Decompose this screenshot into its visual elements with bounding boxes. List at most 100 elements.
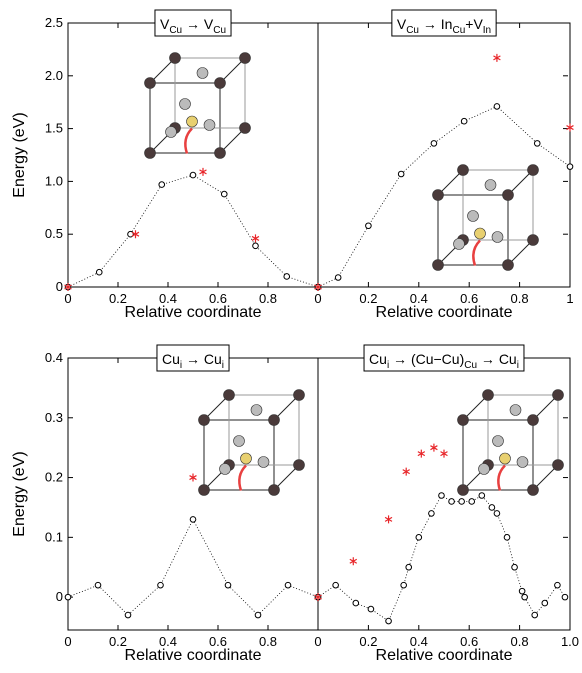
neb-point	[533, 140, 541, 147]
neb-point	[460, 117, 468, 125]
neb-point	[531, 611, 539, 619]
y-tick-label: 0.2	[45, 470, 63, 485]
bond	[219, 57, 246, 84]
structure-inset	[198, 389, 305, 496]
y-tick-label: 0.4	[45, 350, 63, 365]
x-tick-label: 0.6	[460, 634, 478, 649]
atom	[233, 435, 245, 447]
arrow	[472, 239, 481, 266]
neb-point	[367, 605, 375, 613]
title-box	[391, 9, 497, 37]
neb-point	[252, 242, 259, 250]
title-box	[154, 9, 232, 37]
neb-point	[157, 581, 164, 589]
title-subscript: i	[517, 360, 519, 371]
y-tick-label: 0	[56, 279, 63, 294]
title-subscript: Cu	[452, 25, 465, 36]
x-tick-label: 0.6	[209, 291, 227, 306]
atom	[527, 234, 539, 246]
panel-title: Cui → (Cu−Cu)Cu → Cui	[369, 351, 519, 371]
neb-point	[468, 498, 476, 505]
atom	[457, 484, 469, 496]
neb-point	[566, 163, 574, 170]
title-box	[363, 344, 525, 372]
arrow	[184, 127, 193, 154]
x-tick-label: 0.6	[460, 291, 478, 306]
dft-point	[314, 593, 322, 602]
energy-path	[317, 494, 566, 622]
bond	[273, 464, 300, 491]
energy-path	[67, 174, 319, 288]
neb-point	[405, 563, 413, 571]
x-axis-label: Relative coordinate	[125, 647, 262, 664]
x-tick-label: 0	[64, 634, 71, 649]
neb-point	[511, 563, 518, 571]
atom	[457, 164, 469, 176]
panel-title: Cui → Cui	[162, 351, 224, 371]
x-tick-label: 0.8	[511, 291, 529, 306]
atom	[293, 459, 305, 471]
structure-inset	[432, 164, 539, 271]
dft-point	[566, 123, 574, 132]
neb-point	[158, 181, 166, 188]
neb-point	[503, 534, 511, 541]
title-subscript: Cu	[213, 25, 226, 36]
x-axis-label: Relative coordinate	[376, 647, 513, 664]
neb-point	[385, 617, 392, 625]
energy-path	[317, 105, 571, 288]
x-tick-label: 0	[314, 291, 321, 306]
title-text: Cu	[162, 351, 180, 367]
dft-point	[349, 557, 358, 566]
dft-point	[384, 515, 393, 524]
structure-inset	[457, 389, 564, 496]
title-text: → In	[419, 16, 452, 32]
title-subscript: i	[180, 360, 182, 371]
title-text: → V	[182, 16, 214, 32]
atom	[268, 484, 280, 496]
neb-point	[428, 510, 435, 517]
atom	[165, 126, 177, 138]
neb-point	[365, 222, 372, 230]
atom	[268, 414, 280, 426]
bond	[203, 394, 230, 421]
atom	[453, 238, 465, 250]
atom	[169, 52, 181, 64]
atom	[203, 119, 216, 131]
neb-point	[124, 611, 132, 619]
x-tick-label: 0.6	[209, 634, 227, 649]
atom	[240, 452, 252, 465]
bond	[507, 239, 534, 266]
atom	[179, 98, 191, 110]
y-tick-label: 0.1	[45, 529, 63, 544]
atom	[214, 77, 226, 89]
atom	[491, 231, 504, 243]
atom	[293, 389, 305, 401]
title-box	[156, 344, 230, 372]
dft-point	[440, 449, 448, 458]
y-tick-label: 0.3	[45, 410, 63, 425]
dft-point	[430, 443, 438, 452]
atom	[492, 435, 504, 447]
x-tick-label: 0.2	[109, 634, 127, 649]
neb-point	[95, 268, 103, 276]
y-axis-label: Energy (eV)	[11, 112, 28, 197]
atom	[478, 463, 490, 475]
neb-point	[541, 599, 549, 607]
title-text: → (Cu−Cu)	[389, 351, 464, 367]
y-tick-label: 0.5	[45, 226, 63, 241]
x-tick-label: 0.2	[359, 291, 377, 306]
atom	[527, 484, 539, 496]
x-axis-label: Relative coordinate	[376, 304, 513, 321]
structure-inset	[144, 52, 251, 159]
dft-point	[251, 234, 260, 243]
x-tick-label: 0.8	[511, 634, 529, 649]
title-text: → Cu	[477, 351, 517, 367]
neb-point	[458, 498, 465, 505]
bond	[507, 169, 534, 196]
y-tick-label: 1.5	[45, 121, 63, 136]
atom	[198, 414, 210, 426]
neb-point	[224, 581, 232, 589]
bond	[462, 394, 489, 421]
neb-point	[189, 171, 197, 179]
atom	[239, 122, 251, 134]
